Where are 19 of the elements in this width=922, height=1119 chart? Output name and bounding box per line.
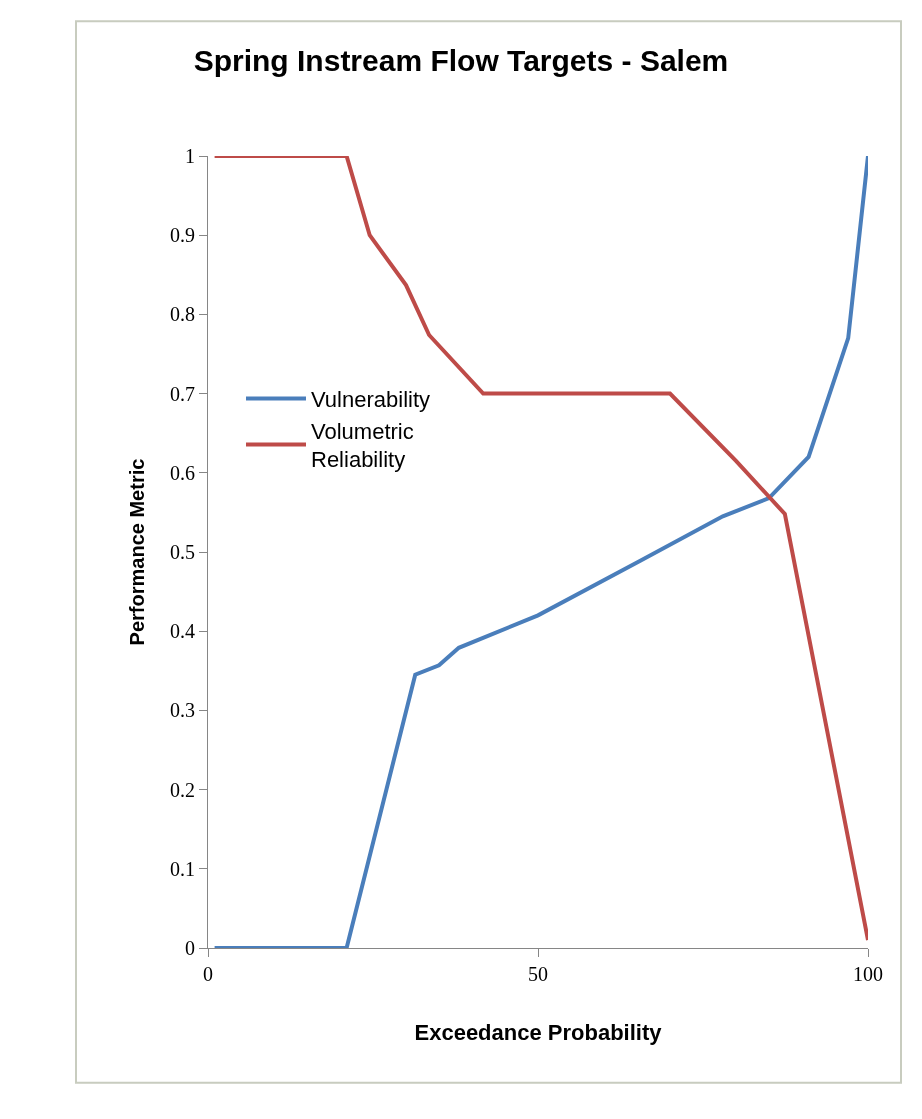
y-axis-title: Performance Metric (125, 458, 148, 646)
y-tick-label: 0.5 (170, 541, 195, 563)
y-tick-label: 0.3 (170, 699, 195, 722)
legend-label: Vulnerability (311, 387, 431, 413)
x-axis-title: Exceedance Probability (414, 1019, 663, 1045)
y-tick-label: 0.6 (170, 461, 195, 484)
x-tick-label: 0 (203, 963, 213, 985)
x-tick-label: 50 (528, 963, 548, 985)
y-tick-label: 0 (185, 937, 195, 959)
y-tick-label: 0.9 (170, 224, 195, 247)
chart-title: Spring Instream Flow Targets - Salem (193, 44, 729, 78)
x-tick-label: 100 (853, 963, 883, 985)
y-tick-label: 0.4 (170, 620, 195, 643)
y-tick-label: 0.7 (170, 382, 195, 405)
y-tick-label: 0.2 (170, 778, 195, 801)
y-tick-label: 1 (185, 145, 195, 167)
y-tick-label: 0.8 (170, 303, 195, 326)
y-tick-label: 0.1 (170, 857, 195, 880)
legend-label: Volumetric Reliability (311, 418, 414, 473)
